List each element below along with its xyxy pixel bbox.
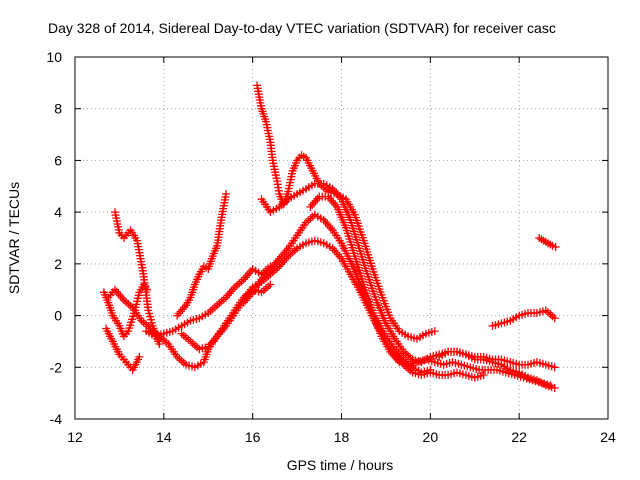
data-point-marker [310, 198, 318, 207]
y-tick-label: 6 [54, 152, 62, 168]
grid-layer [75, 57, 608, 419]
y-tick-label: 0 [54, 308, 62, 324]
data-point-marker [326, 224, 335, 233]
chart-title: Day 328 of 2014, Sidereal Day-to-day VTE… [48, 20, 556, 36]
data-point-marker [222, 190, 230, 198]
x-tick-label: 20 [423, 429, 439, 445]
series-s6 [173, 190, 230, 320]
data-point-marker [211, 334, 220, 343]
series-layer [99, 81, 560, 392]
data-point-marker [275, 262, 284, 271]
data-point-marker [280, 256, 289, 265]
series-s5 [142, 262, 275, 341]
data-point-marker [176, 307, 185, 316]
y-axis-label: SDTVAR / TECUs [6, 182, 22, 294]
data-point-marker [391, 354, 400, 362]
data-point-marker [426, 365, 435, 374]
data-point-marker [245, 292, 254, 301]
data-point-marker [261, 271, 270, 280]
x-tick-label: 24 [600, 429, 616, 445]
y-tick-label: 2 [54, 256, 62, 272]
series-s3 [102, 324, 144, 374]
y-tick-label: 8 [54, 101, 62, 117]
series-s14 [535, 234, 560, 251]
data-point-marker [266, 265, 275, 273]
data-point-marker [135, 352, 144, 361]
data-point-marker [114, 289, 123, 298]
data-point-marker [333, 191, 342, 200]
data-point-marker [327, 196, 336, 205]
data-point-marker [550, 384, 559, 392]
series-s7 [177, 236, 488, 382]
x-axis-label: GPS time / hours [287, 457, 394, 473]
data-point-marker [271, 258, 280, 267]
y-tick-label: 4 [54, 204, 62, 220]
series-line [243, 213, 431, 374]
data-point-marker [266, 280, 275, 289]
x-tick-label: 14 [156, 429, 172, 445]
x-tick-label: 16 [245, 429, 261, 445]
x-tick-label: 12 [67, 429, 83, 445]
data-point-marker [550, 363, 559, 372]
data-point-marker [243, 271, 252, 280]
x-tick-label: 22 [511, 429, 527, 445]
data-point-marker [321, 218, 330, 226]
series-s13 [488, 306, 559, 330]
data-point-marker [225, 289, 234, 298]
series-s10 [257, 179, 559, 372]
data-point-marker [155, 340, 164, 348]
data-point-marker [332, 248, 341, 257]
data-point-marker [386, 347, 395, 356]
data-point-marker [550, 314, 559, 323]
data-point-marker [328, 184, 337, 193]
data-point-marker [216, 328, 225, 337]
data-point-marker [278, 250, 287, 259]
y-tick-label: -2 [50, 359, 63, 375]
data-point-marker [206, 340, 214, 349]
series-s12 [435, 347, 559, 392]
data-point-marker [479, 371, 488, 379]
data-point-marker [430, 327, 439, 336]
data-point-marker [239, 298, 248, 307]
y-tick-label: 10 [46, 49, 62, 65]
series-s8 [239, 210, 435, 377]
x-tick-label: 18 [334, 429, 350, 445]
y-tick-label: -4 [50, 411, 63, 427]
data-point-marker [551, 243, 560, 251]
